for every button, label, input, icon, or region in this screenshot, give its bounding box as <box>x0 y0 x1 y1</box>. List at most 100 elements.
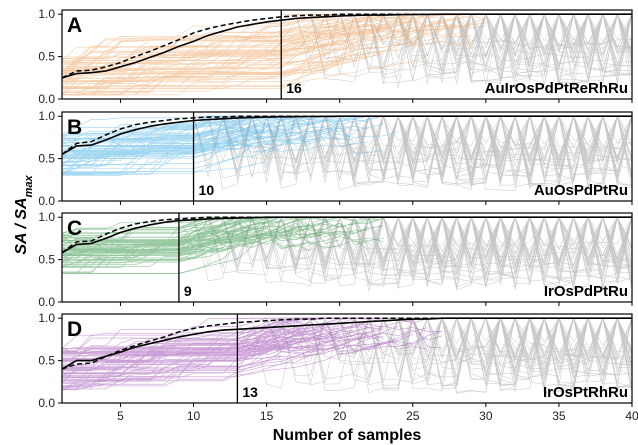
sample-trace <box>62 115 369 175</box>
sample-trace <box>62 37 355 61</box>
background-trace <box>193 115 632 168</box>
sample-trace <box>62 18 472 88</box>
background-trace <box>383 14 632 89</box>
background-trace <box>471 317 632 367</box>
threshold-label: 16 <box>286 80 302 96</box>
background-trace <box>427 13 632 63</box>
sample-trace <box>62 22 355 84</box>
y-tick-label: 0.0 <box>38 194 55 208</box>
mean-curve <box>62 13 632 79</box>
sample-trace <box>62 349 326 383</box>
background-trace <box>383 216 632 262</box>
y-tick-label: 0.0 <box>38 396 55 410</box>
sample-trace <box>62 222 238 242</box>
panel-name: AuIrOsPdPtReRhRu <box>485 80 628 97</box>
background-trace <box>427 13 632 61</box>
y-tick-label: 1.0 <box>38 311 55 325</box>
panel-frame <box>61 313 633 404</box>
background-trace <box>368 216 632 247</box>
x-tick-label: 15 <box>260 409 274 423</box>
x-tick-label: 20 <box>333 409 347 423</box>
sample-trace <box>62 30 443 76</box>
panel-c: 9 0.0 0.5 1.0 C IrOsPdPtRu <box>38 210 633 309</box>
sample-trace <box>62 339 311 359</box>
background-trace <box>310 317 632 360</box>
sample-trace <box>62 232 370 255</box>
panel-name: AuOsPdPtRu <box>534 182 628 199</box>
y-tick-label: 0.5 <box>38 253 55 267</box>
threshold-label: 10 <box>199 182 215 198</box>
sample-trace <box>62 13 486 96</box>
background-trace <box>442 115 632 186</box>
sample-trace <box>62 353 326 374</box>
sample-trace <box>62 115 311 141</box>
sample-trace <box>62 350 282 390</box>
x-tick-label: 30 <box>479 409 493 423</box>
sample-trace <box>62 128 296 145</box>
sample-trace <box>62 226 282 253</box>
y-axis-label: SA / SAmax <box>13 175 35 255</box>
background-trace <box>325 216 632 284</box>
sample-trace <box>62 317 369 389</box>
background-trace <box>339 317 632 356</box>
sample-trace <box>62 217 384 265</box>
background-trace <box>368 115 632 150</box>
sample-trace <box>62 127 311 150</box>
sample-trace <box>62 13 442 71</box>
sample-trace <box>62 117 238 144</box>
background-trace <box>310 216 632 251</box>
sample-trace <box>62 226 253 242</box>
sample-trace <box>62 115 399 143</box>
panel-name: IrOsPtRhRu <box>543 384 628 401</box>
sample-trace <box>62 341 428 371</box>
background-traces <box>281 13 632 89</box>
background-trace <box>339 13 632 84</box>
y-tick-label: 1.0 <box>38 109 55 123</box>
panel-frame <box>61 212 633 303</box>
mean-curve <box>62 317 632 370</box>
panel-letter: B <box>67 116 82 139</box>
background-trace <box>339 317 632 384</box>
background-trace <box>368 216 632 258</box>
x-axis-label: Number of samples <box>273 427 422 444</box>
sample-trace <box>62 246 253 274</box>
sample-trace <box>62 350 311 390</box>
background-trace <box>310 216 632 291</box>
sample-trace <box>62 326 399 357</box>
sample-trace <box>62 128 311 175</box>
sample-trace <box>62 216 355 248</box>
background-traces <box>193 115 632 192</box>
background-trace <box>441 115 632 149</box>
x-tick-label: 5 <box>117 409 124 423</box>
plot-area <box>62 13 632 96</box>
median-curve <box>62 13 632 79</box>
sample-trace <box>62 345 311 362</box>
sample-trace <box>62 355 311 381</box>
background-traces <box>178 216 632 292</box>
sample-trace <box>62 317 369 352</box>
sample-trace <box>62 20 340 80</box>
sample-trace <box>62 124 238 173</box>
sample-trace <box>62 13 472 79</box>
panel-letter: A <box>67 14 82 37</box>
sample-trace <box>62 333 326 370</box>
background-trace <box>471 317 632 356</box>
background-trace <box>456 317 632 377</box>
sample-trace <box>62 161 267 172</box>
panels: 16 0.0 0.5 1.0 A AuIrOsPdPtReRhRu 10 0.0 0.5 1.0 B… <box>38 7 638 423</box>
mean-curve <box>62 115 632 156</box>
y-tick-label: 1.0 <box>38 210 55 224</box>
sample-trace <box>62 115 399 169</box>
sample-trace <box>62 144 238 151</box>
sample-trace <box>62 130 340 176</box>
sample-trace <box>62 127 369 172</box>
background-trace <box>354 13 632 48</box>
sample-trace <box>62 338 370 384</box>
sample-trace <box>62 13 457 72</box>
panel-a: 16 0.0 0.5 1.0 A AuIrOsPdPtReRhRu <box>38 7 633 106</box>
x-tick-label: 10 <box>187 409 201 423</box>
x-tick-label: 35 <box>552 409 566 423</box>
background-trace <box>383 13 632 76</box>
sample-trace <box>62 216 238 261</box>
background-trace <box>325 115 632 187</box>
